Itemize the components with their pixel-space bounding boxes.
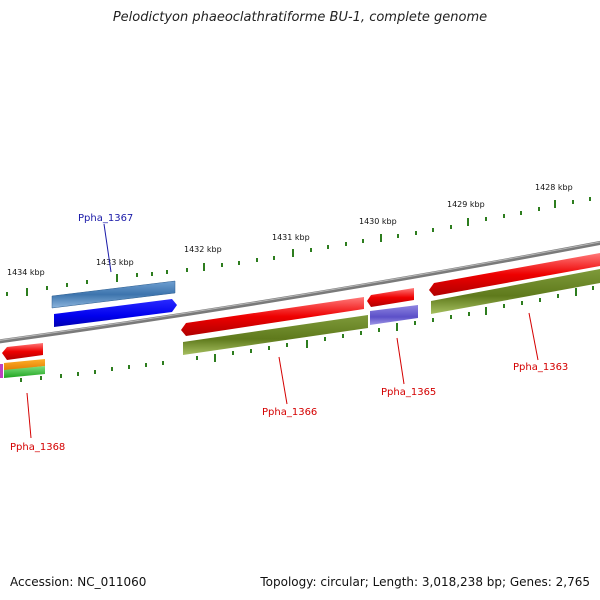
gene-1363-feature[interactable] [431,269,600,314]
gene-1365-feature[interactable] [370,305,418,325]
tick-label-1429: 1429 kbp [447,200,485,209]
tick-label-1433: 1433 kbp [96,258,134,267]
gene-1367-arrow[interactable] [54,299,177,327]
gene-1368-green-feature[interactable] [4,366,45,378]
gene-label-1363[interactable]: Ppha_1363 [513,362,568,373]
gene-1367-feature[interactable] [51,280,176,309]
tick-label-1431: 1431 kbp [272,233,310,242]
gene-label-1365[interactable]: Ppha_1365 [381,387,436,398]
gene-1368-magenta-marker [0,364,3,378]
genome-backbone-highlight [0,241,600,341]
gene-label-1368[interactable]: Ppha_1368 [10,442,65,453]
footer-topology: Topology: circular; Length: 3,018,238 bp… [260,575,590,589]
kbp-tick-labels: 1428 kbp 1429 kbp 1430 kbp 1431 kbp 1432… [7,183,573,277]
label-connectors [26,223,539,439]
footer-accession: Accession: NC_011060 [10,575,147,589]
gene-1366-arrow[interactable] [181,297,364,336]
connector-1363 [528,312,539,361]
gene-label-1366[interactable]: Ppha_1366 [262,407,317,418]
gene-1368-orange-feature[interactable] [4,359,45,371]
gene-label-1367[interactable]: Ppha_1367 [78,213,133,224]
connector-1368 [26,392,32,439]
tick-label-1434: 1434 kbp [7,268,45,277]
tick-label-1430: 1430 kbp [359,217,397,226]
inner-tick-track [20,286,594,382]
genome-backbone [0,240,600,344]
connector-1367 [103,223,112,273]
gene-1365-arrow[interactable] [367,288,414,307]
map-title: Pelodictyon phaeoclathratiforme BU-1, co… [112,10,488,25]
connector-1365 [396,337,405,385]
outer-tick-track [6,197,591,296]
gene-1366-feature[interactable] [183,315,368,355]
gene-labels: Ppha_1363 Ppha_1365 Ppha_1366 Ppha_1367 … [10,213,568,453]
tick-label-1428: 1428 kbp [535,183,573,192]
gene-1363-arrow[interactable] [429,253,600,296]
gene-1368-arrow[interactable] [2,343,43,360]
tick-label-1432: 1432 kbp [184,245,222,254]
connector-1366 [278,356,288,405]
